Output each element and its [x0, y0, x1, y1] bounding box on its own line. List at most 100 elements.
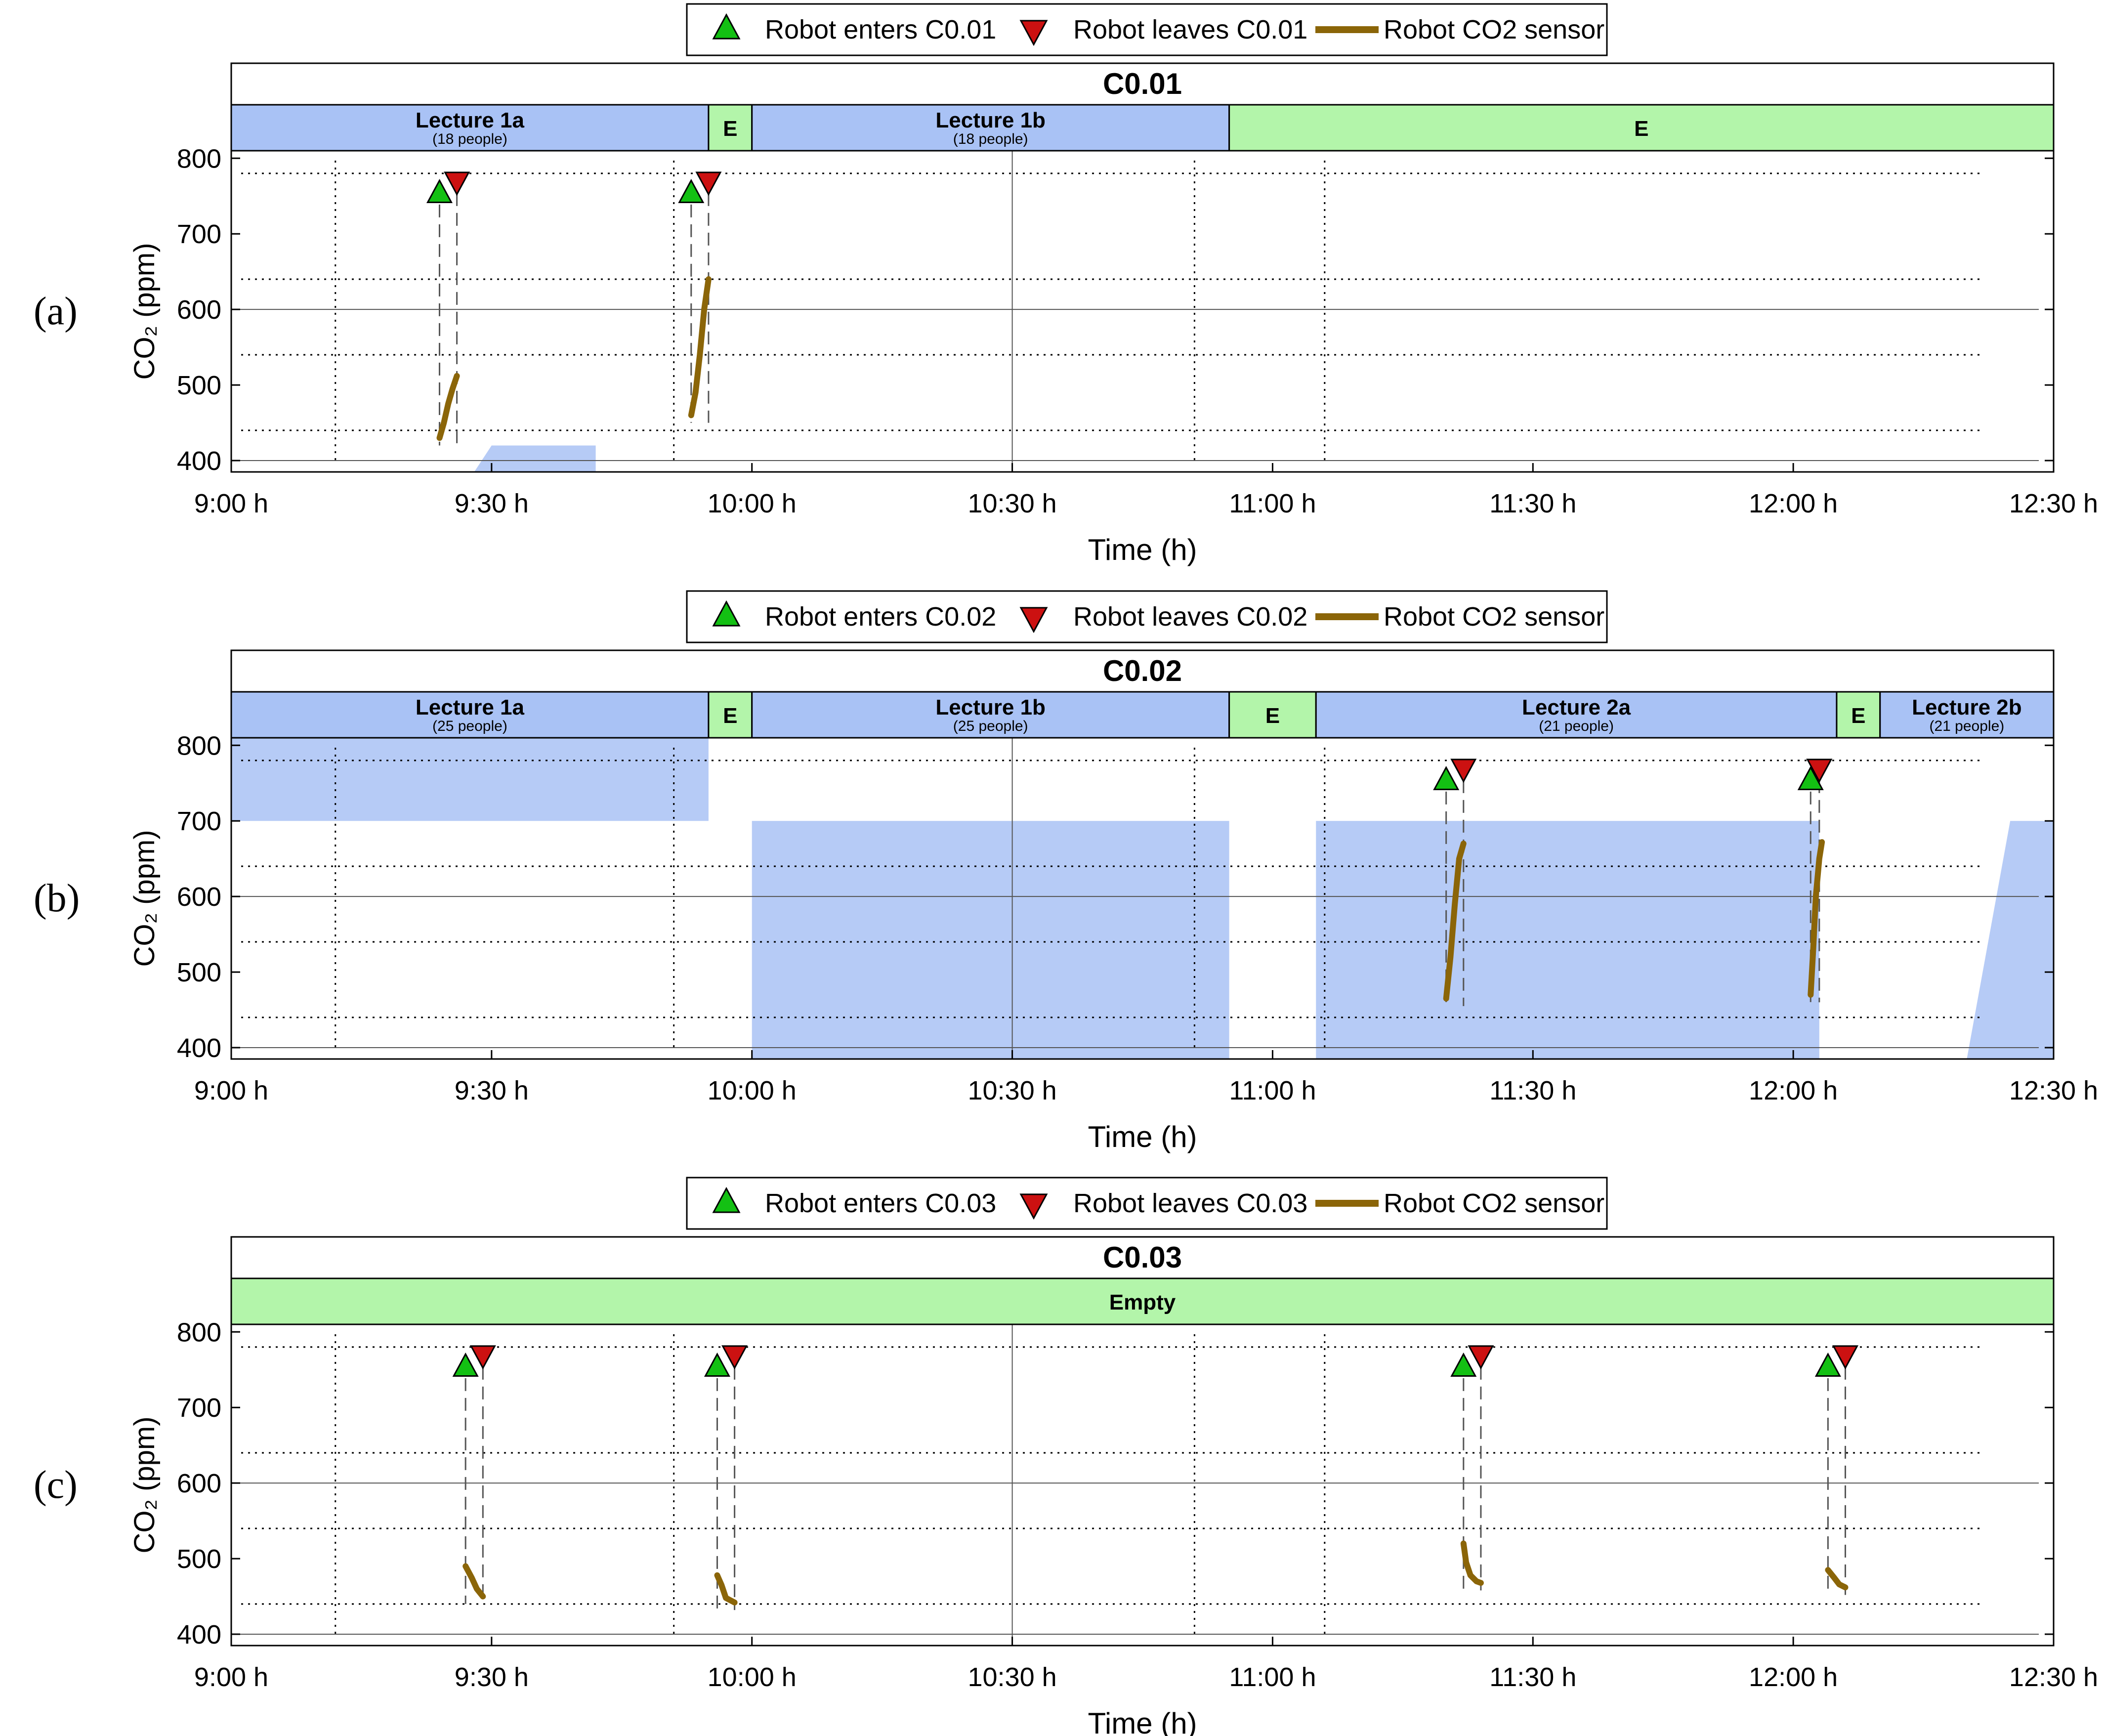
leave-marker [1806, 759, 1833, 783]
x-tick-label: 12:30 h [2009, 1076, 2098, 1105]
plot-background [231, 1324, 2054, 1646]
schedule-segment [230, 104, 710, 152]
panel-label: (c) [34, 1463, 78, 1507]
y-tick-label: 700 [177, 219, 221, 249]
y-tick-label: 500 [177, 371, 221, 400]
x-axis-label: Time (h) [1088, 1707, 1197, 1736]
x-tick-label: 10:30 h [968, 1662, 1056, 1692]
schedule-people: (25 people) [432, 718, 507, 734]
x-tick-label: 11:30 h [1489, 1076, 1576, 1105]
enter-marker [452, 1352, 479, 1377]
leave-marker [695, 171, 722, 196]
x-tick-label: 10:00 h [708, 1076, 797, 1105]
schedule-segment [708, 691, 753, 739]
y-tick-label: 800 [177, 731, 221, 761]
plot-frame [230, 150, 2055, 473]
y-tick-label: 700 [177, 1393, 221, 1423]
x-tick-label: 12:00 h [1749, 489, 1838, 518]
x-tick-label: 9:00 h [194, 1076, 268, 1105]
legend-sensor-label: Robot CO2 sensor [1384, 15, 1604, 44]
y-tick-label: 600 [177, 1469, 221, 1498]
x-tick-label: 10:30 h [968, 1076, 1056, 1105]
schedule-people: (21 people) [1929, 718, 2004, 734]
schedule-label: Empty [1109, 1290, 1176, 1314]
x-tick-label: 9:00 h [194, 1662, 268, 1692]
panel-c: (c) Robot enters C0.03 Robot leaves C0.03 R… [34, 1177, 2098, 1736]
legend-box [686, 3, 1608, 56]
plot-frame [230, 737, 2055, 1060]
x-tick-label: 11:30 h [1489, 489, 1576, 518]
x-axis-label: Time (h) [1088, 1120, 1197, 1153]
schedule-label: Lecture 1b [935, 695, 1046, 720]
enter-marker [704, 1352, 730, 1377]
y-axis-label: CO₂ (ppm) [128, 830, 161, 967]
legend-leave-icon [1019, 607, 1048, 634]
legend-enter-label: Robot enters C0.01 [765, 15, 996, 44]
y-tick-label: 500 [177, 1544, 221, 1574]
enter-marker [426, 178, 453, 204]
schedule-segment [1836, 691, 1881, 739]
sensor-trace [1808, 839, 1825, 998]
lecture-fill-region [231, 738, 709, 821]
sensor-trace [1825, 1567, 1849, 1591]
y-tick-label: 500 [177, 958, 221, 987]
y-tick-label: 800 [177, 1317, 221, 1347]
schedule-segment [230, 1277, 2055, 1325]
x-tick-label: 11:00 h [1229, 1076, 1316, 1105]
schedule-label: Lecture 1a [416, 695, 525, 720]
x-tick-label: 10:00 h [708, 489, 797, 518]
schedule-label: E [723, 117, 737, 141]
legend-leave-label: Robot leaves C0.03 [1073, 1188, 1307, 1218]
panel-b: (b) Robot enters C0.02 Robot leaves C0.02 R… [34, 590, 2098, 1153]
sensor-trace [436, 373, 460, 441]
x-tick-label: 12:30 h [2009, 1662, 2098, 1692]
x-tick-label: 10:30 h [968, 489, 1056, 518]
title-box [230, 649, 2055, 693]
x-axis-label: Time (h) [1088, 533, 1197, 566]
legend-box [686, 1177, 1608, 1230]
schedule-label: Lecture 2b [1912, 695, 2022, 720]
schedule-people: (21 people) [1539, 718, 1614, 734]
schedule-segment [751, 691, 1230, 739]
enter-marker [1814, 1352, 1841, 1377]
x-tick-label: 11:00 h [1229, 489, 1316, 518]
panel-label: (b) [34, 877, 80, 920]
schedule-label: Lecture 1a [416, 108, 525, 132]
sensor-trace [463, 1563, 486, 1600]
y-tick-label: 400 [177, 1033, 221, 1063]
leave-marker [444, 171, 470, 196]
x-tick-label: 12:00 h [1749, 1662, 1838, 1692]
x-tick-label: 9:30 h [455, 1076, 529, 1105]
panel-label: (a) [34, 290, 78, 333]
lecture-fill-region [474, 445, 596, 472]
y-tick-label: 600 [177, 882, 221, 912]
chart-title: C0.03 [1103, 1241, 1182, 1274]
leave-marker [1468, 1345, 1494, 1370]
legend-enter-icon [712, 1186, 741, 1213]
y-axis-label: CO₂ (ppm) [128, 1416, 161, 1553]
y-tick-label: 400 [177, 1620, 221, 1650]
legend-enter-icon [712, 13, 741, 40]
lecture-fill-region [1316, 821, 1819, 1059]
x-tick-label: 11:30 h [1489, 1662, 1576, 1692]
legend-leave-icon [1019, 1193, 1048, 1220]
schedule-label: Lecture 2a [1522, 695, 1631, 720]
schedule-people: (25 people) [953, 718, 1028, 734]
sensor-trace [688, 276, 712, 419]
plot-background [231, 151, 2054, 472]
chart-title: C0.02 [1103, 654, 1182, 687]
legend-leave-label: Robot leaves C0.01 [1073, 15, 1307, 44]
chart-title: C0.01 [1103, 67, 1182, 100]
legend-leave-label: Robot leaves C0.02 [1073, 602, 1307, 632]
enter-marker [1450, 1352, 1477, 1377]
schedule-people: (18 people) [953, 131, 1028, 147]
x-tick-label: 10:00 h [708, 1662, 797, 1692]
plot-frame [230, 1323, 2055, 1647]
legend-leave-icon [1019, 20, 1048, 46]
schedule-segment [751, 104, 1230, 152]
sensor-trace [1460, 1540, 1484, 1586]
legend-sensor-label: Robot CO2 sensor [1384, 1188, 1604, 1218]
y-tick-label: 400 [177, 446, 221, 476]
sensor-trace [1443, 841, 1467, 1002]
